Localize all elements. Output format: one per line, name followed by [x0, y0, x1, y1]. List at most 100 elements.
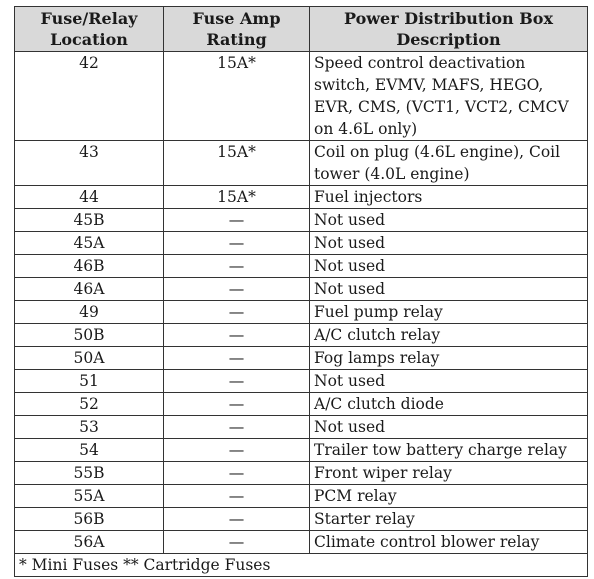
fuse-description-cell: A/C clutch diode — [309, 392, 588, 416]
fuse-description-cell: Starter relay — [309, 507, 588, 531]
table-row: 43 15A* Coil on plug (4.6L engine), Coil to… — [14, 140, 588, 186]
fuse-location: 53 — [79, 418, 99, 436]
header-location-line-2: Location — [50, 30, 128, 49]
fuse-description-line: Fog lamps relay — [314, 349, 440, 367]
fuse-description-line: Starter relay — [314, 510, 415, 528]
fuse-table-body: 42 15A* Speed control deactivation switch, … — [14, 51, 588, 554]
fuse-amp-cell: 15A* — [163, 185, 310, 209]
fuse-description-cell: Front wiper relay — [309, 461, 588, 485]
fuse-description-line: Front wiper relay — [314, 464, 452, 482]
table-row: 56A — Climate control blower relay — [14, 530, 588, 554]
fuse-location-cell: 56B — [14, 507, 164, 531]
fuse-location: 43 — [79, 143, 99, 161]
fuse-amp-cell: — — [163, 277, 310, 301]
fuse-description-cell: Not used — [309, 231, 588, 255]
fuse-amp-cell: — — [163, 507, 310, 531]
fuse-amp-cell: — — [163, 438, 310, 462]
fuse-location-cell: 42 — [14, 51, 164, 141]
fuse-location: 50A — [73, 349, 105, 367]
fuse-amp-rating: — — [228, 211, 245, 229]
fuse-amp-cell: — — [163, 415, 310, 439]
fuse-amp-rating: — — [228, 487, 245, 505]
fuse-amp-cell: 15A* — [163, 51, 310, 141]
fuse-description-cell: Not used — [309, 254, 588, 278]
footnote: * Mini Fuses ** Cartridge Fuses — [14, 553, 588, 577]
fuse-description-line: EVR, CMS, (VCT1, VCT2, CMCV — [314, 98, 569, 116]
fuse-location: 50B — [73, 326, 105, 344]
fuse-table: Fuse/Relay Location Fuse Amp Rating Powe… — [14, 6, 588, 577]
header-location-line-1: Fuse/Relay — [40, 9, 138, 28]
fuse-location: 49 — [79, 303, 99, 321]
fuse-description-line: A/C clutch diode — [314, 395, 444, 413]
header-description-line-2: Description — [396, 30, 501, 49]
fuse-description-line: Not used — [314, 257, 386, 275]
fuse-amp-cell: — — [163, 300, 310, 324]
fuse-amp-rating: — — [228, 441, 245, 459]
fuse-location-cell: 56A — [14, 530, 164, 554]
table-row: 46B — Not used — [14, 254, 588, 278]
table-row: 44 15A* Fuel injectors — [14, 185, 588, 209]
fuse-description-cell: Not used — [309, 277, 588, 301]
fuse-description-cell: PCM relay — [309, 484, 588, 508]
fuse-location: 55B — [73, 464, 105, 482]
fuse-location-cell: 53 — [14, 415, 164, 439]
fuse-description-cell: Fuel pump relay — [309, 300, 588, 324]
table-row: 42 15A* Speed control deactivation switch, … — [14, 51, 588, 141]
fuse-location: 55A — [73, 487, 105, 505]
fuse-location: 56A — [73, 533, 105, 551]
fuse-amp-rating: — — [228, 395, 245, 413]
fuse-amp-rating: 15A* — [217, 54, 256, 72]
fuse-description-line: on 4.6L only) — [314, 120, 418, 138]
fuse-description-line: tower (4.0L engine) — [314, 165, 470, 183]
fuse-location: 56B — [73, 510, 105, 528]
table-row: 55A — PCM relay — [14, 484, 588, 508]
fuse-location: 54 — [79, 441, 99, 459]
fuse-description-cell: Coil on plug (4.6L engine), Coil tower (4… — [309, 140, 588, 186]
fuse-description-line: PCM relay — [314, 487, 397, 505]
fuse-amp-rating: — — [228, 533, 245, 551]
fuse-amp-cell: — — [163, 461, 310, 485]
fuse-description-line: Not used — [314, 280, 386, 298]
fuse-description-line: Speed control deactivation — [314, 54, 526, 72]
fuse-location-cell: 55A — [14, 484, 164, 508]
fuse-amp-rating: — — [228, 234, 245, 252]
header-location: Fuse/Relay Location — [14, 6, 164, 52]
fuse-location-cell: 46A — [14, 277, 164, 301]
fuse-location-cell: 55B — [14, 461, 164, 485]
fuse-amp-cell: — — [163, 530, 310, 554]
fuse-description-cell: Not used — [309, 208, 588, 232]
fuse-amp-rating: — — [228, 280, 245, 298]
fuse-location-cell: 44 — [14, 185, 164, 209]
fuse-amp-cell: — — [163, 208, 310, 232]
fuse-description-cell: Fog lamps relay — [309, 346, 588, 370]
fuse-amp-cell: — — [163, 369, 310, 393]
fuse-location-cell: 46B — [14, 254, 164, 278]
fuse-location: 46B — [73, 257, 105, 275]
fuse-description-cell: Not used — [309, 415, 588, 439]
fuse-amp-cell: 15A* — [163, 140, 310, 186]
fuse-description-line: Climate control blower relay — [314, 533, 540, 551]
fuse-location-cell: 45A — [14, 231, 164, 255]
fuse-amp-cell: — — [163, 323, 310, 347]
fuse-location-cell: 43 — [14, 140, 164, 186]
fuse-description-line: Trailer tow battery charge relay — [314, 441, 567, 459]
fuse-location-cell: 49 — [14, 300, 164, 324]
fuse-description-cell: Trailer tow battery charge relay — [309, 438, 588, 462]
table-row: 51 — Not used — [14, 369, 588, 393]
fuse-amp-rating: — — [228, 464, 245, 482]
header-amp-rating: Fuse Amp Rating — [163, 6, 310, 52]
table-row: 55B — Front wiper relay — [14, 461, 588, 485]
fuse-location: 44 — [79, 188, 99, 206]
header-amp-line-1: Fuse Amp — [192, 9, 281, 28]
fuse-location-cell: 50B — [14, 323, 164, 347]
fuse-location-cell: 51 — [14, 369, 164, 393]
fuse-description-line: Fuel injectors — [314, 188, 423, 206]
fuse-description-cell: Climate control blower relay — [309, 530, 588, 554]
table-row: 50A — Fog lamps relay — [14, 346, 588, 370]
fuse-amp-cell: — — [163, 231, 310, 255]
table-row: 56B — Starter relay — [14, 507, 588, 531]
fuse-location-cell: 50A — [14, 346, 164, 370]
table-row: 53 — Not used — [14, 415, 588, 439]
fuse-location-cell: 54 — [14, 438, 164, 462]
table-row: 50B — A/C clutch relay — [14, 323, 588, 347]
